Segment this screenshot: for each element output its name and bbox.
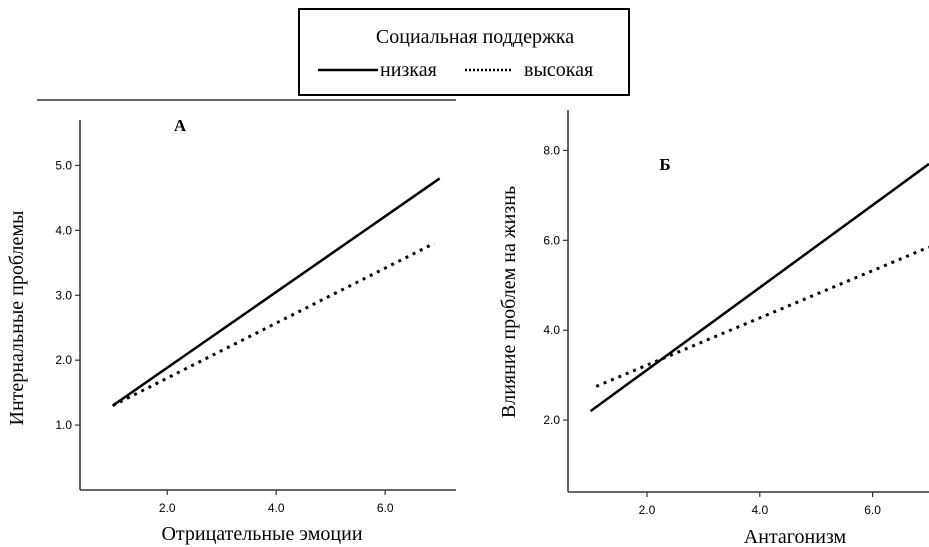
panel-a-y-tick-label: 1.0 xyxy=(55,418,72,432)
legend: Социальная поддержка низкая высокая xyxy=(298,8,630,96)
legend-label-low: низкая xyxy=(380,59,437,81)
panel-b: Б Влияние проблем на жизнь Антагонизм 2.… xyxy=(498,110,929,547)
legend-title: Социальная поддержка xyxy=(376,26,574,48)
panel-b-y-tick-label: 4.0 xyxy=(543,323,560,337)
panel-a-y-label: Интернальные проблемы xyxy=(6,211,28,426)
panel-b-x-tick-label: 4.0 xyxy=(751,503,768,517)
panel-a-x-label: Отрицательные эмоции xyxy=(161,523,362,545)
panel-b-series-low xyxy=(589,162,929,413)
panel-a-x-tick-label: 6.0 xyxy=(377,501,394,515)
panel-a-series-low xyxy=(111,177,441,407)
panel-a-title: А xyxy=(174,116,187,135)
panel-a-y-tick-label: 5.0 xyxy=(55,158,72,172)
panel-a-series-high xyxy=(112,241,435,407)
panel-a: А Интернальные проблемы Отрицательные эм… xyxy=(6,116,456,545)
panel-b-title: Б xyxy=(659,155,670,174)
panel-a-x-tick-label: 4.0 xyxy=(268,501,285,515)
panel-b-x-label: Антагонизм xyxy=(744,526,847,547)
panel-b-y-tick-label: 2.0 xyxy=(543,413,560,427)
panel-a-y-tick-label: 3.0 xyxy=(55,288,72,302)
panel-b-x-tick-label: 2.0 xyxy=(639,503,656,517)
legend-label-high: высокая xyxy=(524,59,593,81)
panel-b-y-tick-label: 8.0 xyxy=(543,143,560,157)
legend-box xyxy=(298,8,630,96)
panel-a-x-tick-label: 2.0 xyxy=(159,501,176,515)
panel-a-y-tick-label: 4.0 xyxy=(55,223,72,237)
panel-b-series-high xyxy=(595,245,929,388)
panel-b-y-tick-label: 6.0 xyxy=(543,233,560,247)
panel-a-y-tick-label: 2.0 xyxy=(55,353,72,367)
panel-b-x-tick-label: 6.0 xyxy=(864,503,881,517)
panel-b-y-label: Влияние проблем на жизнь xyxy=(498,186,520,418)
